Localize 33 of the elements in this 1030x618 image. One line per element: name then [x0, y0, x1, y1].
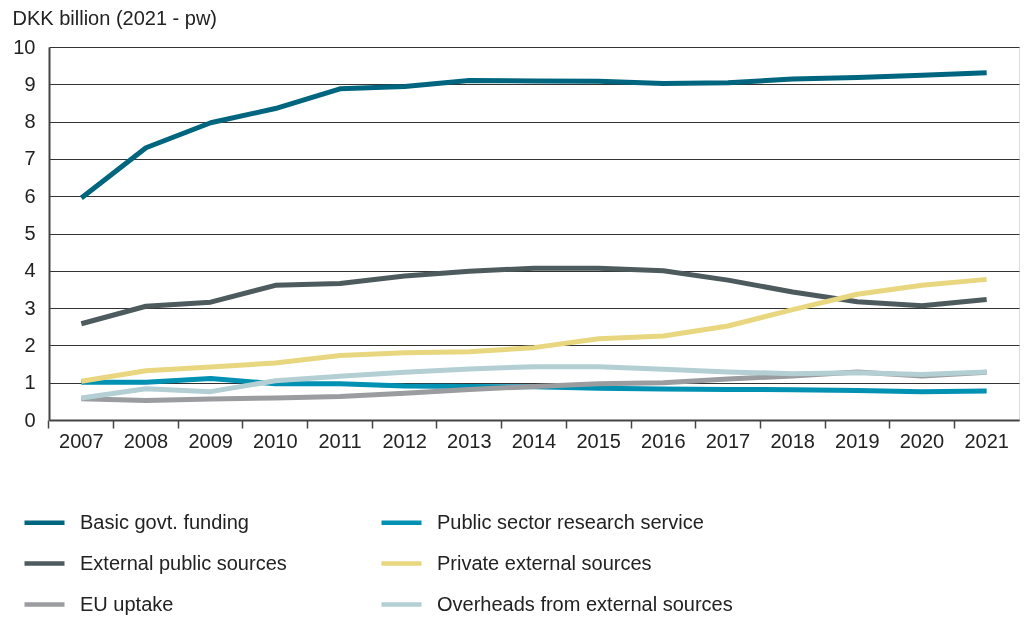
x-tick-label: 2018 — [770, 429, 815, 452]
x-tick-label: 2019 — [835, 429, 880, 452]
y-tick-label: 8 — [24, 110, 36, 133]
x-tick-label: 2014 — [511, 429, 557, 452]
x-tick-label: 2015 — [576, 429, 621, 452]
legend-label: EU uptake — [80, 592, 174, 615]
x-tick-label: 2011 — [318, 429, 362, 452]
y-axis-title: DKK billion (2021 - pw) — [12, 6, 218, 29]
legend-label: Private external sources — [437, 551, 652, 574]
y-tick-label: 4 — [24, 259, 36, 282]
y-tick-label: 3 — [24, 296, 36, 319]
legend-label: Overheads from external sources — [437, 592, 733, 615]
x-tick-label: 2013 — [447, 429, 492, 452]
y-tick-label: 10 — [13, 35, 36, 58]
x-tick-label: 2008 — [123, 429, 169, 452]
x-tick-label: 2007 — [59, 429, 104, 452]
x-tick-label: 2016 — [641, 429, 686, 452]
legend-label: Basic govt. funding — [80, 510, 249, 533]
legend-label: Public sector research service — [437, 510, 704, 533]
y-tick-label: 0 — [24, 408, 36, 431]
x-tick-label: 2017 — [705, 429, 751, 452]
x-tick-label: 2021 — [964, 429, 1009, 452]
x-tick-label: 2012 — [382, 429, 427, 452]
y-tick-label: 1 — [24, 371, 36, 394]
y-tick-label: 6 — [24, 184, 36, 207]
y-tick-label: 2 — [24, 333, 36, 356]
y-tick-label: 5 — [24, 222, 36, 244]
x-tick-label: 2010 — [253, 429, 298, 452]
x-tick-label: 2020 — [899, 429, 945, 452]
y-tick-label: 9 — [24, 72, 36, 95]
y-tick-label: 7 — [24, 147, 36, 170]
x-tick-label: 2009 — [188, 429, 233, 452]
legend-label: External public sources — [80, 551, 287, 574]
